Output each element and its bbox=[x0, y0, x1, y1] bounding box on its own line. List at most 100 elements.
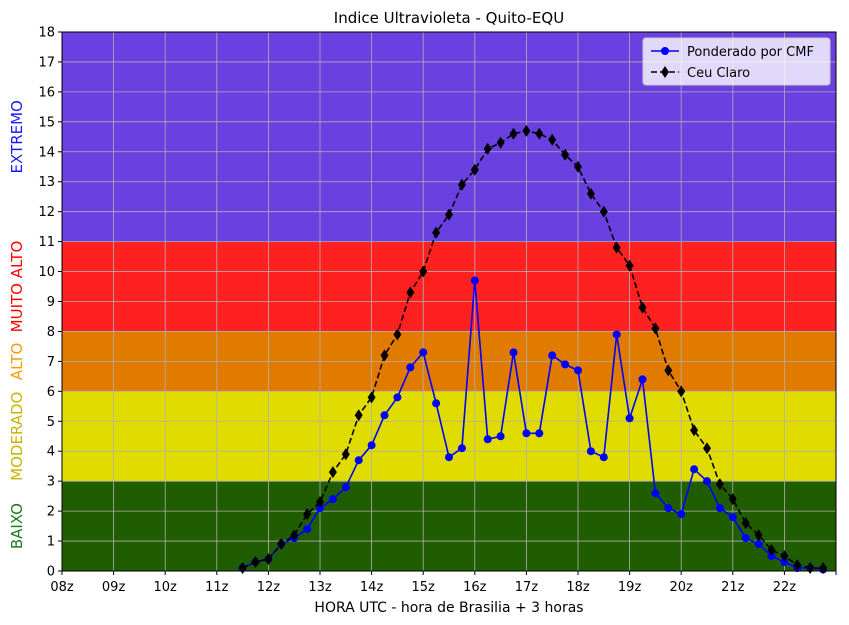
x-tick-label: 08z bbox=[50, 580, 74, 595]
series-point-1 bbox=[767, 544, 776, 557]
x-tick-label: 18z bbox=[566, 580, 590, 595]
series-point-0 bbox=[703, 477, 711, 486]
series-point-0 bbox=[561, 360, 570, 369]
series-point-1 bbox=[715, 478, 724, 491]
series-point-0 bbox=[677, 510, 686, 519]
series-point-0 bbox=[741, 534, 750, 543]
series-point-1 bbox=[264, 553, 273, 566]
series-point-1 bbox=[625, 259, 634, 272]
series-point-1 bbox=[638, 301, 647, 314]
band-baixo bbox=[62, 481, 836, 571]
x-tick-label: 11z bbox=[205, 580, 229, 595]
x-tick-label: 22z bbox=[773, 580, 797, 595]
x-axis: 08z 09z 10z 11z 12z 13z 14z 15z 16z 17z 18z 19z 20z 2… bbox=[50, 571, 837, 595]
series-point-1 bbox=[328, 466, 337, 479]
series-point-1 bbox=[470, 163, 479, 176]
series-point-1 bbox=[303, 508, 312, 521]
x-tick-label: 09z bbox=[102, 580, 126, 595]
series-point-1 bbox=[793, 559, 802, 572]
series-point-1 bbox=[741, 517, 750, 530]
series-point-0 bbox=[638, 375, 647, 384]
series-point-1 bbox=[586, 187, 595, 200]
series-point-1 bbox=[664, 364, 673, 377]
series-point-1 bbox=[432, 226, 441, 239]
series-point-1 bbox=[651, 322, 660, 335]
x-tick-label: 12z bbox=[257, 580, 281, 595]
series-point-0 bbox=[354, 456, 363, 465]
band-label: ALTO bbox=[8, 343, 26, 381]
y-tick-label: 11 bbox=[38, 235, 55, 250]
series-point-0 bbox=[457, 444, 466, 453]
series-point-0 bbox=[380, 411, 389, 420]
series-point-0 bbox=[406, 363, 415, 372]
y-tick-label: 12 bbox=[38, 205, 55, 220]
series-point-1 bbox=[509, 127, 518, 140]
chart-title: Indice Ultravioleta - Quito-EQU bbox=[334, 9, 564, 27]
series-point-0 bbox=[509, 348, 518, 357]
y-tick-label: 4 bbox=[47, 445, 55, 460]
y-tick-label: 13 bbox=[38, 175, 55, 190]
series-point-0 bbox=[367, 441, 376, 450]
band-labels: BAIXO MODERADO ALTO MUITO ALTO EXTREMO bbox=[8, 100, 26, 549]
series-point-1 bbox=[690, 424, 699, 437]
y-tick-label: 6 bbox=[47, 385, 55, 400]
y-tick-label: 8 bbox=[47, 325, 55, 340]
series-point-0 bbox=[690, 465, 699, 474]
series-point-0 bbox=[522, 429, 531, 438]
series-point-0 bbox=[341, 483, 350, 492]
legend-marker-clear-sky bbox=[661, 66, 669, 78]
x-tick-label: 15z bbox=[412, 580, 436, 595]
series-point-1 bbox=[277, 538, 286, 551]
series-point-0 bbox=[625, 414, 634, 423]
uv-bands bbox=[62, 32, 836, 571]
series-point-1 bbox=[599, 205, 608, 218]
series-point-1 bbox=[393, 328, 402, 341]
y-tick-label: 3 bbox=[47, 475, 55, 490]
x-axis-label: HORA UTC - hora de Brasilia + 3 horas bbox=[314, 600, 583, 616]
band-label: MODERADO bbox=[8, 392, 26, 481]
series-point-1 bbox=[406, 286, 415, 299]
series-line-0 bbox=[242, 280, 824, 571]
x-tick-label: 16z bbox=[463, 580, 487, 595]
series-point-0 bbox=[535, 429, 544, 438]
series-point-0 bbox=[470, 276, 479, 285]
y-tick-label: 15 bbox=[38, 115, 55, 130]
series-point-0 bbox=[612, 330, 621, 339]
x-tick-label: 19z bbox=[618, 580, 642, 595]
series-point-1 bbox=[457, 178, 466, 191]
legend-label-clear-sky: Ceu Claro bbox=[687, 66, 750, 81]
series-point-0 bbox=[586, 447, 595, 456]
y-tick-label: 9 bbox=[47, 295, 55, 310]
x-tick-label: 20z bbox=[670, 580, 694, 595]
series-point-1 bbox=[612, 241, 621, 254]
series-point-1 bbox=[703, 442, 711, 455]
series-point-1 bbox=[445, 208, 453, 221]
series-point-0 bbox=[483, 435, 492, 444]
series-point-0 bbox=[328, 495, 337, 504]
series-point-1 bbox=[574, 160, 582, 173]
y-tick-label: 0 bbox=[47, 565, 55, 580]
series-point-0 bbox=[393, 393, 402, 402]
band-label: EXTREMO bbox=[8, 100, 26, 173]
band-moderado bbox=[62, 391, 836, 482]
series-point-1 bbox=[380, 349, 389, 362]
series-point-0 bbox=[445, 453, 453, 462]
grid-lines bbox=[61, 31, 837, 572]
series-point-1 bbox=[548, 133, 557, 146]
series-point-1 bbox=[341, 448, 350, 461]
series-point-1 bbox=[522, 124, 531, 137]
series-point-1 bbox=[483, 142, 492, 155]
series-layer bbox=[238, 124, 828, 575]
x-tick-label: 17z bbox=[515, 580, 539, 595]
series-line-1 bbox=[242, 129, 824, 569]
series-point-0 bbox=[574, 366, 582, 375]
series-point-0 bbox=[548, 351, 557, 360]
y-tick-label: 1 bbox=[47, 535, 55, 550]
series-point-1 bbox=[316, 496, 324, 509]
x-tick-label: 10z bbox=[154, 580, 178, 595]
series-point-1 bbox=[367, 391, 376, 404]
series-point-0 bbox=[728, 513, 737, 522]
series-point-1 bbox=[561, 148, 570, 161]
